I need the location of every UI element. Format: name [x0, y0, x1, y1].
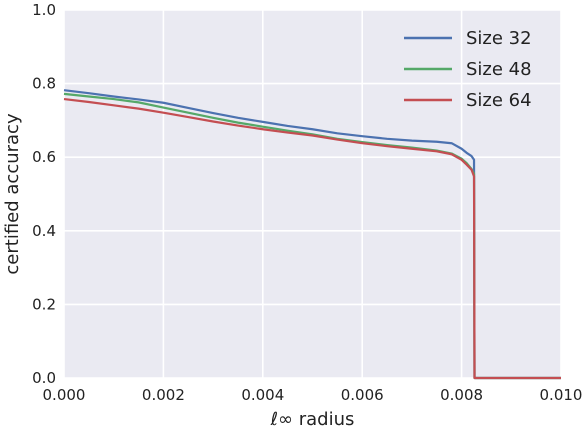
- y-tick-label: 1.0: [32, 1, 56, 19]
- x-tick-label: 0.006: [341, 386, 384, 404]
- x-tick-label: 0.008: [440, 386, 483, 404]
- x-axis-ticks: 0.000 0.002 0.004 0.006 0.008 0.010: [43, 386, 583, 404]
- x-axis-label: ℓ∞ radius: [270, 409, 355, 430]
- legend-label: Size 64: [466, 90, 532, 111]
- series-layer: [63, 89, 561, 380]
- y-axis-label: certified accuracy: [2, 113, 23, 275]
- y-tick-label: 0.8: [32, 75, 56, 93]
- grid-lines: [63, 9, 562, 379]
- x-tick-label: 0.010: [540, 386, 583, 404]
- series-line-size-64: [63, 97, 561, 380]
- series-line-size-32: [63, 89, 561, 380]
- legend: Size 32 Size 48 Size 64: [404, 28, 532, 111]
- y-tick-label: 0.6: [32, 148, 56, 166]
- x-tick-label: 0.002: [142, 386, 185, 404]
- y-tick-label: 0.2: [32, 295, 56, 313]
- legend-label: Size 32: [466, 28, 532, 49]
- y-tick-label: 0.4: [32, 222, 56, 240]
- x-tick-label: 0.000: [43, 386, 86, 404]
- plot-area: [64, 10, 561, 378]
- legend-label: Size 48: [466, 59, 532, 80]
- y-tick-label: 0.0: [32, 369, 56, 387]
- y-axis-ticks: 0.0 0.2 0.4 0.6 0.8 1.0: [32, 1, 56, 387]
- x-tick-label: 0.004: [241, 386, 284, 404]
